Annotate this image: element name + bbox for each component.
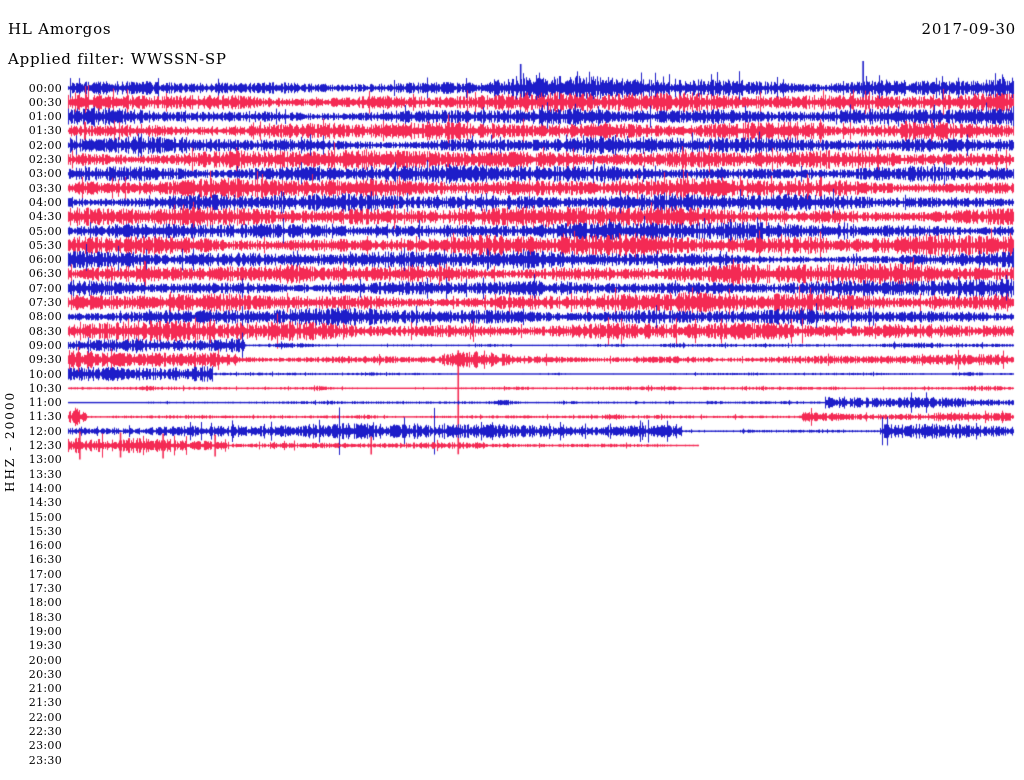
time-label: 12:00 [28,424,62,438]
time-label: 03:30 [28,181,62,195]
time-label: 13:00 [28,453,62,467]
time-label: 09:30 [28,353,62,367]
time-label: 06:30 [28,267,62,281]
time-label: 17:30 [28,582,62,595]
time-label: 20:00 [28,653,62,667]
time-label: 10:00 [28,367,62,381]
time-label: 00:30 [28,95,62,109]
time-label: 11:30 [28,410,62,424]
date-label: 2017-09-30 [921,20,1016,38]
time-label: 00:00 [28,81,62,95]
time-label: 14:00 [28,481,62,495]
time-label: 10:30 [28,381,62,395]
time-label: 23:00 [28,739,62,753]
time-label: 03:00 [28,167,62,181]
time-label: 02:00 [28,138,62,152]
time-label: 05:00 [28,224,62,238]
time-label: 15:30 [28,524,62,538]
time-label: 18:00 [28,596,62,610]
time-label: 18:30 [28,610,62,624]
time-label: 07:30 [28,296,62,309]
time-label: 01:00 [28,110,62,124]
time-label: 15:00 [28,510,62,524]
time-label: 22:00 [28,710,62,724]
time-label: 13:30 [28,467,62,481]
time-label: 04:00 [28,195,62,209]
time-label: 20:30 [28,667,62,681]
time-label: 08:00 [28,310,62,324]
time-label: 22:30 [28,725,62,738]
time-label: 14:30 [28,496,62,510]
time-label: 16:30 [28,553,62,567]
time-label: 04:30 [28,210,62,224]
time-label: 12:30 [28,439,62,452]
time-label: 11:00 [28,396,62,410]
station-title: HL Amorgos [8,20,112,38]
time-label: 02:30 [28,153,62,166]
time-label: 21:30 [28,696,62,710]
time-label: 23:30 [28,753,62,767]
time-label: 17:00 [28,567,62,581]
time-label: 09:00 [28,338,62,352]
time-label: 05:30 [28,238,62,252]
time-label: 06:00 [28,253,62,267]
time-label: 19:00 [28,624,62,638]
seismogram-traces-canvas [67,50,1015,780]
time-label: 21:00 [28,682,62,696]
time-label: 07:00 [28,281,62,295]
time-label: 19:30 [28,639,62,653]
time-axis: 00:00 00:30 01:00 01:30 02:00 02:30 03:00 03:30… [0,0,62,780]
time-label: 01:30 [28,124,62,138]
time-label: 08:30 [28,324,62,338]
time-label: 16:00 [28,539,62,553]
